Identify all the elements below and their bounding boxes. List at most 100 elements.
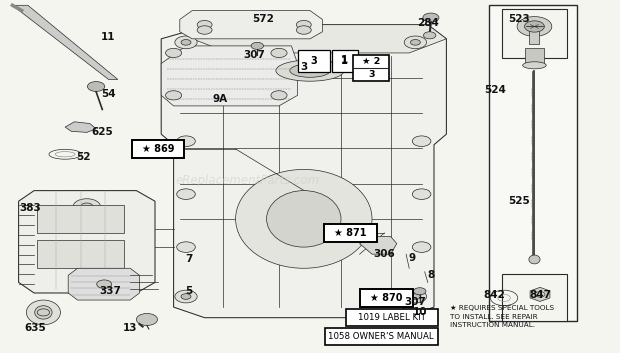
Text: 635: 635 xyxy=(24,323,46,333)
Circle shape xyxy=(410,40,420,45)
Ellipse shape xyxy=(290,64,330,77)
Text: 9A: 9A xyxy=(213,94,228,104)
Circle shape xyxy=(296,26,311,34)
Text: 524: 524 xyxy=(484,85,506,95)
Bar xyxy=(37,240,124,268)
Text: 1: 1 xyxy=(342,56,348,66)
Bar xyxy=(502,9,567,58)
Text: 572: 572 xyxy=(252,14,275,24)
Text: 383: 383 xyxy=(19,203,41,213)
Text: 5: 5 xyxy=(185,286,193,296)
Ellipse shape xyxy=(529,255,540,264)
Text: 842: 842 xyxy=(484,290,506,300)
Bar xyxy=(325,328,438,345)
Text: 13: 13 xyxy=(123,323,138,333)
Text: 523: 523 xyxy=(508,14,531,24)
Text: 307: 307 xyxy=(404,297,427,307)
Ellipse shape xyxy=(35,306,52,319)
Text: 3: 3 xyxy=(311,56,317,66)
Circle shape xyxy=(177,136,195,146)
Text: 525: 525 xyxy=(508,196,531,206)
Text: 1019 LABEL KIT: 1019 LABEL KIT xyxy=(358,313,426,322)
Text: 3: 3 xyxy=(368,70,374,79)
Text: 7: 7 xyxy=(185,255,193,264)
Polygon shape xyxy=(12,5,118,79)
Text: 847: 847 xyxy=(529,290,552,300)
Circle shape xyxy=(296,20,311,29)
Polygon shape xyxy=(65,122,96,132)
Circle shape xyxy=(517,17,552,36)
Bar xyxy=(489,5,577,321)
Polygon shape xyxy=(19,191,155,293)
Circle shape xyxy=(271,48,287,58)
Text: 3: 3 xyxy=(300,62,308,72)
Circle shape xyxy=(271,91,287,100)
Circle shape xyxy=(414,288,426,295)
Text: ★ 870: ★ 870 xyxy=(370,293,402,303)
Polygon shape xyxy=(68,268,140,300)
Circle shape xyxy=(423,32,436,39)
Circle shape xyxy=(73,199,100,214)
Bar xyxy=(332,50,358,72)
Circle shape xyxy=(412,189,431,199)
Bar xyxy=(131,140,185,158)
Bar xyxy=(529,28,539,44)
Polygon shape xyxy=(360,237,397,254)
Bar xyxy=(353,55,389,81)
Circle shape xyxy=(81,203,93,210)
Circle shape xyxy=(412,242,431,252)
Text: 306: 306 xyxy=(373,249,396,259)
Bar xyxy=(346,309,438,326)
Circle shape xyxy=(177,242,195,252)
Ellipse shape xyxy=(276,60,344,81)
Text: 284: 284 xyxy=(417,18,439,28)
Circle shape xyxy=(525,21,544,32)
Polygon shape xyxy=(530,287,550,301)
Text: eReplacementParts.com: eReplacementParts.com xyxy=(176,174,320,186)
Bar xyxy=(298,50,330,72)
Circle shape xyxy=(97,280,112,288)
Text: ★ 869: ★ 869 xyxy=(142,144,174,154)
Text: 11: 11 xyxy=(101,32,116,42)
Text: 1: 1 xyxy=(340,55,348,65)
Text: ★ 2: ★ 2 xyxy=(362,57,381,66)
Circle shape xyxy=(404,290,427,303)
Text: ★ 871: ★ 871 xyxy=(334,228,366,238)
Text: 625: 625 xyxy=(91,127,113,137)
Circle shape xyxy=(175,36,197,49)
Bar xyxy=(502,274,567,321)
Circle shape xyxy=(166,91,182,100)
Ellipse shape xyxy=(27,300,61,325)
Circle shape xyxy=(166,48,182,58)
Text: 54: 54 xyxy=(101,89,116,98)
Circle shape xyxy=(181,40,191,45)
Polygon shape xyxy=(180,11,322,39)
Bar xyxy=(360,289,413,307)
Circle shape xyxy=(404,36,427,49)
Circle shape xyxy=(197,20,212,29)
Polygon shape xyxy=(192,25,446,53)
Circle shape xyxy=(197,26,212,34)
Text: 8: 8 xyxy=(427,270,435,280)
Circle shape xyxy=(177,189,195,199)
Text: 10: 10 xyxy=(413,307,428,317)
Text: 9: 9 xyxy=(409,253,416,263)
Bar xyxy=(324,224,376,242)
Text: 52: 52 xyxy=(76,152,91,162)
Ellipse shape xyxy=(236,169,372,268)
Circle shape xyxy=(410,294,420,299)
Circle shape xyxy=(251,42,264,49)
Ellipse shape xyxy=(523,62,546,69)
Text: 307: 307 xyxy=(243,50,265,60)
Text: ★ REQUIRES SPECIAL TOOLS
TO INSTALL. SEE REPAIR
INSTRUCTION MANUAL.: ★ REQUIRES SPECIAL TOOLS TO INSTALL. SEE… xyxy=(450,305,554,328)
Ellipse shape xyxy=(267,191,341,247)
Text: 1058 OWNER'S MANUAL: 1058 OWNER'S MANUAL xyxy=(329,331,434,341)
Text: 337: 337 xyxy=(99,286,122,296)
Circle shape xyxy=(412,136,431,146)
Bar xyxy=(37,205,124,233)
Polygon shape xyxy=(161,46,298,106)
Circle shape xyxy=(175,290,197,303)
Circle shape xyxy=(87,82,105,91)
Polygon shape xyxy=(161,25,446,318)
Circle shape xyxy=(423,13,439,22)
